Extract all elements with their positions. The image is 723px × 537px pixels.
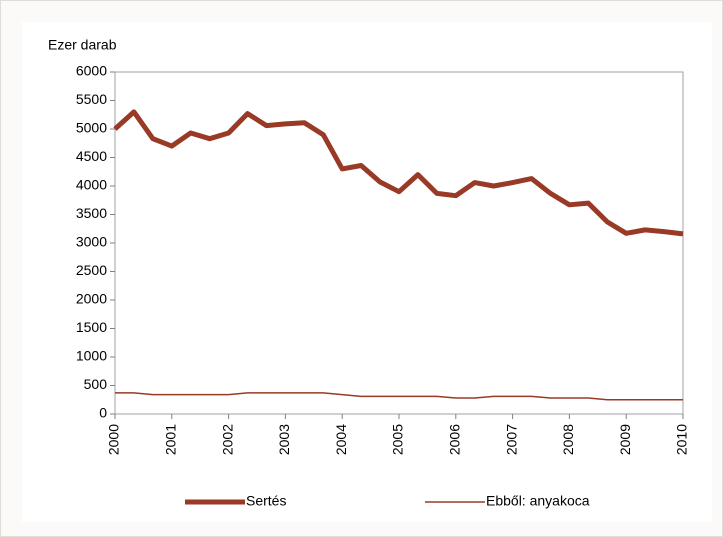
y-tick-label: 2000 (76, 291, 107, 307)
y-tick-label: 2500 (76, 262, 107, 278)
x-tick-label: 2003 (276, 424, 292, 455)
y-tick-label: 0 (99, 405, 107, 421)
y-tick-label: 5500 (76, 91, 107, 107)
y-tick-label: 3500 (76, 205, 107, 221)
x-tick-label: 2002 (219, 424, 235, 455)
y-tick-label: 4000 (76, 177, 107, 193)
y-tick-label: 500 (84, 376, 108, 392)
y-tick-label: 5000 (76, 120, 107, 136)
y-tick-label: 6000 (76, 63, 107, 79)
panel (22, 22, 712, 522)
x-tick-label: 2000 (106, 424, 122, 455)
series-line (113, 109, 684, 237)
legend-label: Ebből: anyakoca (486, 493, 590, 509)
x-tick-label: 2010 (674, 424, 690, 455)
x-tick-label: 2007 (503, 424, 519, 455)
x-tick-label: 2008 (560, 424, 576, 455)
x-tick-label: 2004 (333, 424, 349, 455)
series-line (115, 392, 683, 401)
y-tick-label: 1500 (76, 319, 107, 335)
legend-label: Sertés (246, 493, 286, 509)
x-tick-label: 2001 (163, 424, 179, 455)
y-tick-label: 4500 (76, 148, 107, 164)
y-tick-label: 3000 (76, 234, 107, 250)
x-tick-label: 2006 (447, 424, 463, 455)
x-tick-label: 2009 (617, 424, 633, 455)
x-tick-label: 2005 (390, 424, 406, 455)
y-tick-label: 1000 (76, 348, 107, 364)
y-axis-label: Ezer darab (48, 37, 117, 53)
